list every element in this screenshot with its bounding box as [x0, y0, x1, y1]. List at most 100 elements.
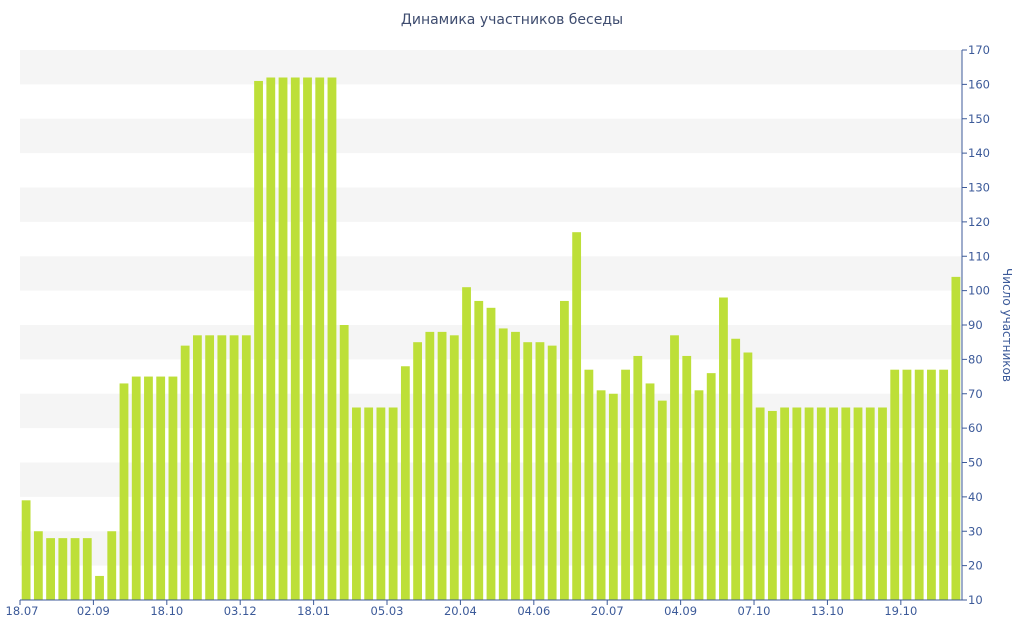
bar	[119, 383, 129, 600]
bar	[474, 300, 484, 600]
bar	[731, 338, 741, 600]
bar	[290, 77, 300, 600]
bar	[767, 410, 777, 600]
y-tick-label: 100	[968, 284, 990, 298]
bar	[670, 335, 679, 600]
x-tick-label: 13.10	[811, 604, 844, 618]
bars	[21, 77, 961, 601]
y-tick-label: 40	[968, 490, 983, 504]
bar	[400, 366, 410, 600]
bar	[278, 77, 288, 600]
bar	[523, 342, 533, 600]
bar	[229, 335, 239, 600]
bar	[462, 287, 471, 600]
bar	[645, 383, 655, 600]
bar	[853, 407, 863, 600]
y-tick-label: 120	[968, 215, 990, 229]
grid-band	[20, 50, 962, 85]
x-tick-label: 18.10	[150, 604, 183, 618]
bar	[511, 331, 520, 601]
bar	[878, 407, 887, 600]
bar	[413, 342, 422, 600]
bar	[780, 407, 790, 600]
bar	[535, 342, 545, 600]
bar	[95, 575, 104, 600]
bar	[33, 531, 43, 600]
bar	[890, 369, 900, 600]
grid-band	[20, 187, 962, 222]
bar	[180, 345, 190, 601]
y-tick-label: 10	[968, 593, 983, 607]
x-tick-label: 18.01	[297, 604, 330, 618]
bar	[498, 328, 508, 600]
y-axis: 10 20 30 40 50 60 70 80 90 100 110 120 130 140 150 160 1…	[961, 43, 990, 607]
bar	[339, 325, 349, 600]
bar	[596, 390, 606, 600]
x-tick-label: 19.10	[884, 604, 917, 618]
bar	[914, 369, 924, 600]
bar	[376, 407, 386, 600]
bar	[792, 407, 802, 600]
bar	[144, 376, 153, 600]
bar	[21, 500, 31, 600]
x-tick-label: 03.12	[224, 604, 257, 618]
y-tick-label: 50	[968, 456, 983, 470]
bar	[449, 335, 459, 600]
bar	[560, 300, 569, 600]
x-tick-label: 20.04	[444, 604, 477, 618]
bar	[816, 407, 826, 600]
bar	[266, 77, 276, 600]
bar	[804, 407, 814, 600]
bar	[584, 369, 594, 600]
bar	[217, 335, 227, 600]
bar	[841, 407, 851, 600]
bar	[156, 376, 166, 600]
x-tick-label: 07.10	[738, 604, 771, 618]
y-tick-label: 30	[968, 524, 983, 538]
x-axis: 18.07 02.09 18.10 03.12 18.01 05.03 20.04 04.06…	[6, 599, 962, 618]
bar	[951, 276, 961, 601]
bar	[706, 373, 716, 601]
bar	[364, 407, 374, 600]
grid-band	[20, 118, 962, 154]
bar	[694, 390, 704, 600]
y-tick-label: 60	[968, 421, 983, 435]
bar	[486, 307, 496, 600]
y-tick-label: 140	[968, 146, 990, 160]
bar	[425, 331, 435, 601]
bar	[327, 77, 337, 600]
bar	[303, 77, 312, 600]
bar	[241, 335, 251, 600]
bar	[82, 538, 92, 601]
bar	[192, 335, 202, 600]
y-tick-label: 130	[968, 181, 990, 195]
x-tick-label: 02.09	[77, 604, 110, 618]
bar	[388, 407, 398, 600]
bar	[829, 407, 838, 600]
bar	[902, 369, 912, 600]
chart-title: Динамика участников беседы	[400, 12, 624, 28]
grid-band	[20, 256, 962, 291]
bar	[168, 376, 178, 600]
bar	[682, 355, 692, 600]
bar	[608, 393, 618, 600]
bar	[547, 345, 557, 601]
bar	[865, 407, 875, 600]
bar	[58, 538, 68, 601]
bar	[315, 77, 325, 600]
bar	[927, 369, 936, 600]
bar	[621, 369, 630, 600]
bar	[743, 352, 753, 600]
x-tick-label: 05.03	[371, 604, 404, 618]
x-tick-label: 04.06	[517, 604, 550, 618]
bar	[205, 335, 215, 600]
bar	[131, 376, 141, 600]
bar	[70, 538, 80, 601]
y-tick-label: 70	[968, 387, 983, 401]
bar	[657, 400, 667, 601]
x-tick-label: 04.09	[664, 604, 697, 618]
y-tick-label: 90	[968, 318, 983, 332]
y-axis-title: Число участников	[1000, 268, 1014, 382]
y-tick-label: 80	[968, 352, 983, 366]
